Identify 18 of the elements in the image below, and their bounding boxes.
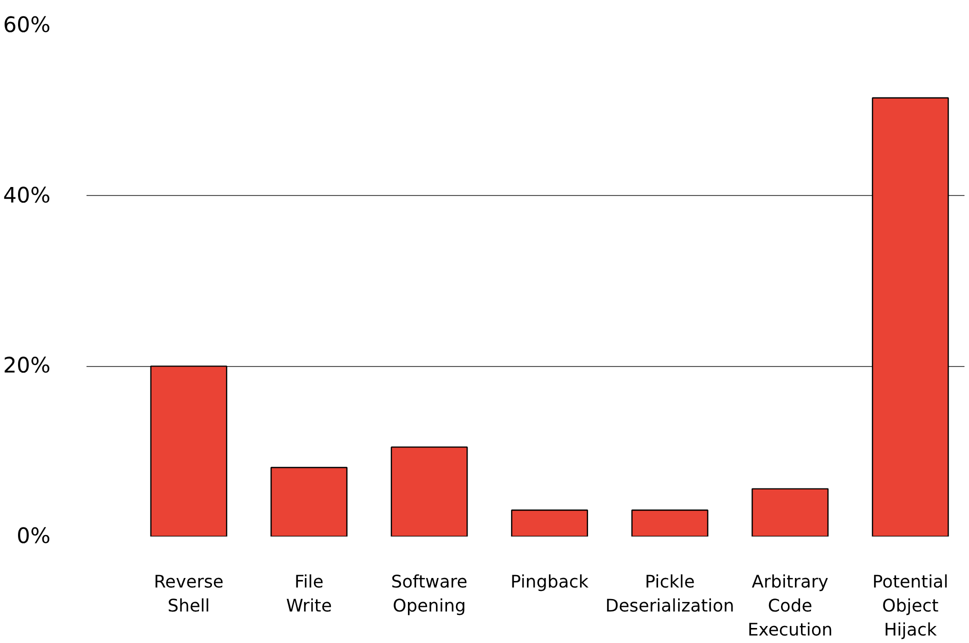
bar	[631, 510, 708, 536]
bar	[150, 366, 228, 536]
bar	[872, 97, 949, 536]
x-tick-label: Reverse Shell	[154, 572, 224, 616]
bar	[752, 488, 829, 536]
y-tick-label: 60%	[3, 13, 50, 38]
y-tick-label: 20%	[3, 354, 50, 379]
y-tick-label: 0%	[16, 524, 51, 549]
x-tick-label: Potential Object Hijack	[872, 572, 948, 640]
x-tick-label: Pingback	[510, 572, 589, 592]
bar	[270, 466, 348, 536]
bar	[390, 446, 468, 536]
x-tick-label: Arbitrary Code Execution	[748, 572, 833, 640]
x-tick-label: Software Opening	[391, 572, 468, 616]
x-tick-label: Pickle Deserialization	[605, 572, 734, 616]
x-tick-label: File Write	[286, 572, 332, 616]
bar	[511, 510, 588, 536]
y-tick-label: 40%	[3, 183, 50, 208]
